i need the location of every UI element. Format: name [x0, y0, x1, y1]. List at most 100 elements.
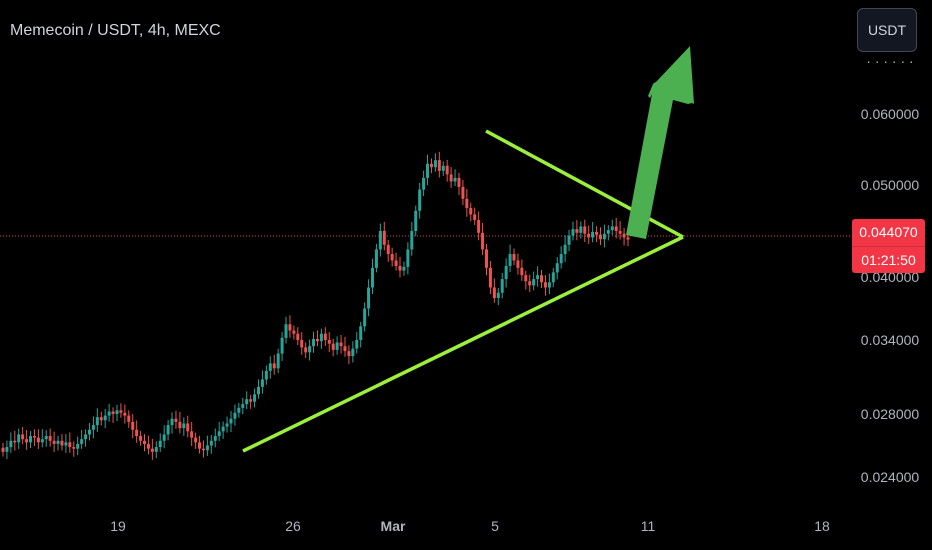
candle-body [618, 231, 622, 234]
candle-body [359, 326, 363, 340]
candle-body [579, 226, 583, 233]
candle-body [323, 333, 327, 340]
candle-body [158, 440, 162, 448]
time-axis-tick: 26 [285, 518, 301, 534]
candle-body [591, 231, 595, 238]
candle [178, 412, 182, 434]
candle [162, 425, 166, 449]
candle-body [198, 442, 202, 449]
candle [56, 435, 60, 451]
candle [445, 159, 449, 182]
candle-body [139, 436, 143, 441]
candle [95, 408, 99, 432]
candle [622, 228, 626, 246]
candle [602, 224, 606, 248]
candle-body [162, 434, 166, 441]
candle-body [80, 439, 84, 444]
candle-body [257, 386, 261, 395]
candle [524, 270, 528, 290]
time-axis-tick: 19 [110, 518, 126, 534]
candle [280, 332, 284, 361]
candle [80, 430, 84, 449]
candle [508, 244, 512, 273]
candle-body [292, 330, 296, 334]
candle-body [433, 160, 437, 168]
price-axis-tick: 0.034000 [861, 332, 920, 348]
candle [21, 426, 25, 445]
candle [13, 430, 17, 451]
candle [76, 436, 80, 456]
candle-body [347, 351, 351, 357]
candle-body [429, 163, 433, 168]
candle [398, 256, 402, 278]
candle-body [406, 249, 410, 267]
candle [618, 221, 622, 240]
candle-body [374, 249, 378, 268]
candle [257, 379, 261, 399]
candle [520, 259, 524, 281]
breakout-arrow[interactable] [626, 46, 694, 239]
triangle-lower-trendline[interactable] [242, 235, 684, 453]
candle [44, 430, 48, 447]
candle [363, 302, 367, 332]
candle-body [426, 163, 430, 178]
triangle-upper-trendline[interactable] [485, 129, 684, 239]
candle-body [367, 287, 371, 309]
candle-body [52, 440, 56, 444]
candle-body [598, 234, 602, 240]
candle [359, 321, 363, 348]
candle [170, 412, 174, 434]
candle-body [40, 439, 44, 443]
candle [583, 219, 587, 242]
candle-body [496, 292, 500, 298]
candle [17, 428, 21, 449]
candle [40, 429, 44, 448]
candle-body [166, 425, 170, 435]
candle [158, 433, 162, 452]
currency-button[interactable]: USDT [857, 8, 917, 52]
candle-body [520, 267, 524, 276]
candle [103, 409, 107, 429]
candle [249, 394, 253, 409]
candle [496, 287, 500, 306]
candle-body [194, 437, 198, 443]
candle [221, 421, 225, 439]
candle [111, 407, 115, 423]
candle-body [25, 439, 29, 443]
candle-body [445, 165, 449, 175]
candle-body [327, 340, 331, 344]
candle [473, 207, 477, 226]
candle-body [370, 267, 374, 288]
candle-body [260, 379, 264, 387]
candle-body [111, 411, 115, 414]
candle-body [190, 431, 194, 438]
candle-body [9, 440, 13, 448]
candle [84, 429, 88, 447]
candle [551, 267, 555, 288]
candle-body [363, 308, 367, 327]
candle-body [461, 186, 465, 199]
candle [300, 332, 304, 355]
candle-body [87, 429, 91, 435]
candle-body [555, 263, 559, 273]
candle-body [1, 447, 5, 452]
candle [233, 404, 237, 426]
candle-body [107, 411, 111, 416]
bar-countdown-timer: 01:21:50 [852, 246, 925, 273]
candle-body [551, 272, 555, 283]
candle [595, 226, 599, 243]
candle [351, 341, 355, 363]
candle [115, 404, 119, 422]
candle-body [201, 448, 205, 451]
candle [99, 411, 103, 426]
candle-body [614, 226, 618, 231]
candle-body [469, 208, 473, 215]
candle-body [528, 281, 532, 286]
price-axis-tick: 0.028000 [861, 406, 920, 422]
candle-body [488, 267, 492, 288]
candle [225, 416, 229, 433]
candle-body [532, 279, 536, 286]
candle [426, 154, 430, 186]
candle [477, 211, 481, 241]
